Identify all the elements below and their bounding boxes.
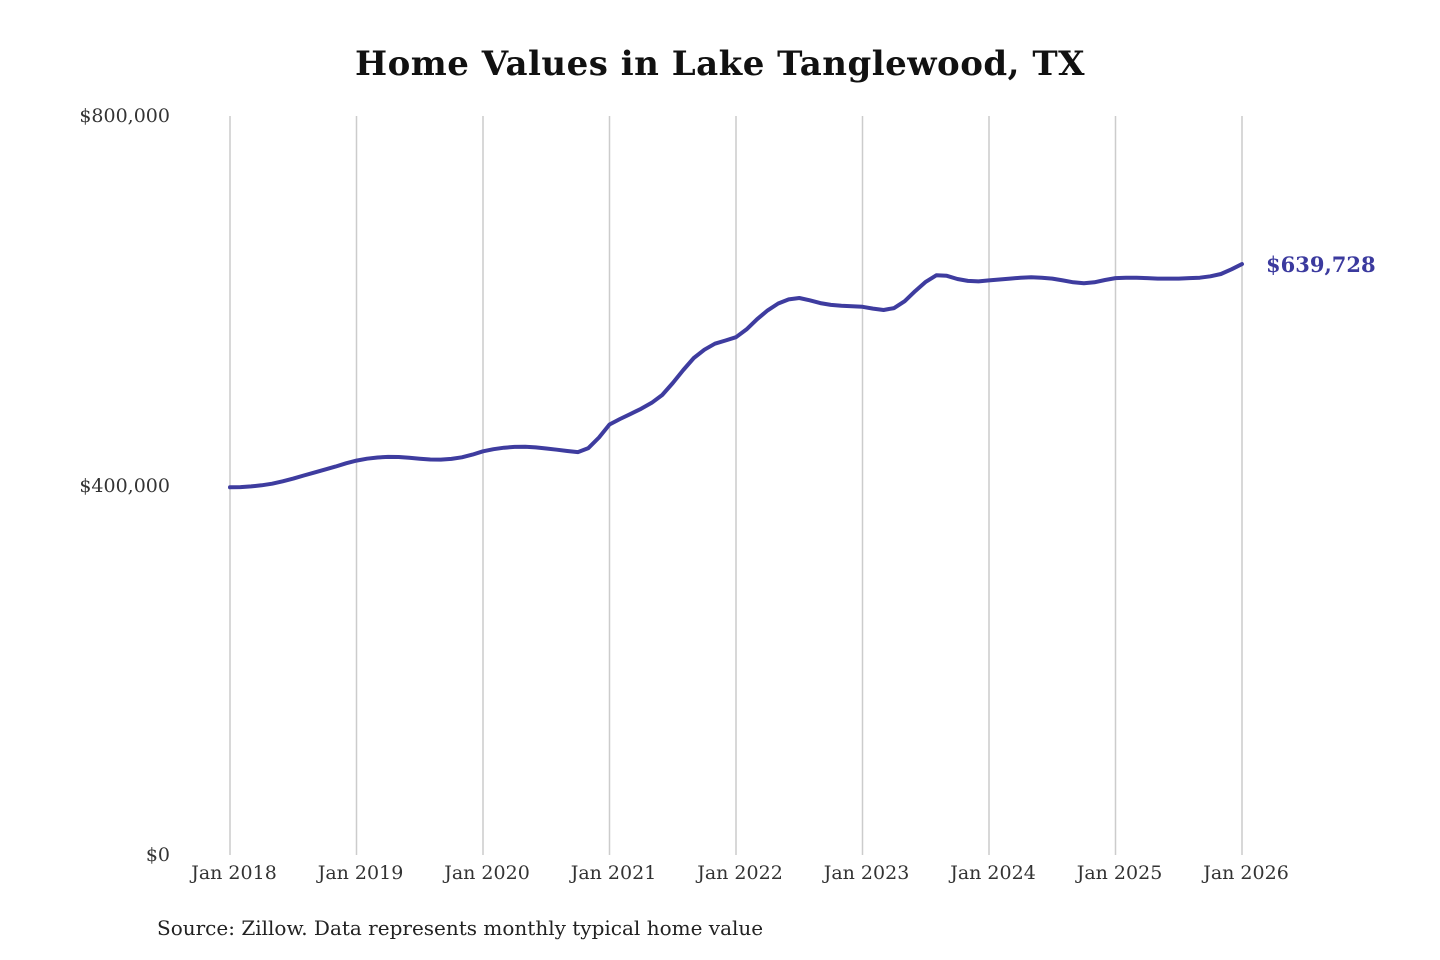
x-axis-tick-label: Jan 2023 [823,862,910,884]
y-axis-tick-label: $0 [145,844,170,866]
end-value-label: $639,728 [1266,252,1376,278]
vertical-gridlines [229,116,1243,855]
x-axis-tick-label: Jan 2024 [950,862,1036,884]
y-axis-tick-label: $400,000 [79,474,170,497]
chart-title: Home Values in Lake Tanglewood, TX [354,44,1086,84]
x-axis-tick-label: Jan 2020 [444,862,530,884]
y-axis-tick-label: $800,000 [79,105,170,127]
x-axis-tick-label: Jan 2022 [697,862,783,884]
x-axis-tick-label: Jan 2026 [1203,862,1289,884]
x-axis-tick-label: Jan 2025 [1076,862,1163,884]
source-note: Source: Zillow. Data represents monthly … [157,916,764,940]
x-axis-tick-label: Jan 2018 [191,862,277,884]
x-axis-tick-label: Jan 2019 [317,862,404,884]
home-value-line [228,262,1244,490]
x-axis-tick-label: Jan 2021 [570,862,657,884]
